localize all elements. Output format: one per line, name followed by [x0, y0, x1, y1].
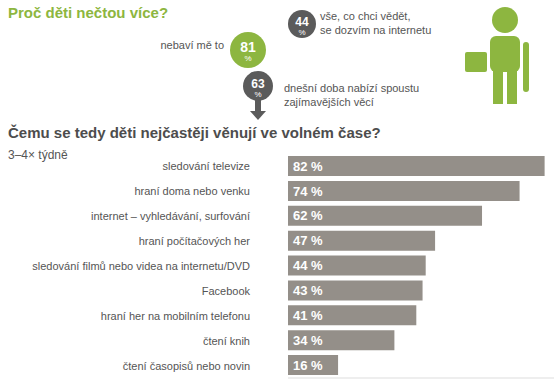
svg-text:%: %	[244, 54, 251, 63]
svg-text:vše, co chci vědět,: vše, co chci vědět,	[320, 10, 411, 22]
svg-text:Čemu se tedy děti nejčastěji v: Čemu se tedy děti nejčastěji věnují ve v…	[8, 124, 381, 141]
svg-text:nebaví mě to: nebaví mě to	[160, 39, 224, 51]
svg-text:hraní her na mobilním telefonu: hraní her na mobilním telefonu	[101, 310, 250, 322]
svg-text:hraní doma nebo venku: hraní doma nebo venku	[134, 185, 250, 197]
svg-text:se dozvím na internetu: se dozvím na internetu	[320, 24, 431, 36]
svg-text:63: 63	[251, 77, 265, 91]
svg-text:hraní počítačových her: hraní počítačových her	[139, 235, 251, 247]
svg-text:sledování televize: sledování televize	[163, 160, 250, 172]
svg-text:43 %: 43 %	[293, 283, 323, 298]
svg-text:Proč děti nečtou více?: Proč děti nečtou více?	[8, 4, 168, 21]
svg-text:47 %: 47 %	[293, 233, 323, 248]
svg-text:74 %: 74 %	[293, 184, 323, 199]
svg-text:16 %: 16 %	[293, 358, 323, 373]
svg-text:%: %	[298, 28, 305, 37]
svg-text:internet – vyhledávání, surfov: internet – vyhledávání, surfování	[91, 210, 250, 222]
svg-text:44 %: 44 %	[293, 258, 323, 273]
svg-text:zajímavějších věcí: zajímavějších věcí	[284, 96, 374, 108]
svg-text:82 %: 82 %	[293, 159, 323, 174]
svg-text:44: 44	[295, 15, 309, 29]
svg-text:41 %: 41 %	[293, 308, 323, 323]
svg-text:62 %: 62 %	[293, 208, 323, 223]
svg-text:dnešní doba nabízí spoustu: dnešní doba nabízí spoustu	[284, 82, 419, 94]
svg-text:Facebook: Facebook	[202, 285, 251, 297]
svg-text:%: %	[254, 90, 261, 99]
svg-text:sledování filmů nebo videa na: sledování filmů nebo videa na internetu/…	[32, 260, 250, 272]
svg-text:čtení časopisů nebo novin: čtení časopisů nebo novin	[123, 360, 250, 372]
svg-text:34 %: 34 %	[293, 333, 323, 348]
svg-text:3–4× týdně: 3–4× týdně	[8, 148, 68, 162]
svg-text:čtení knih: čtení knih	[203, 335, 250, 347]
svg-text:81: 81	[240, 39, 256, 55]
